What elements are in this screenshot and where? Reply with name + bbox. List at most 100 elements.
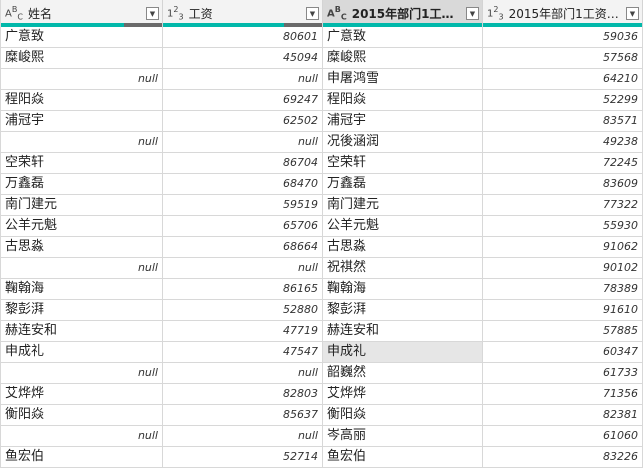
table-cell[interactable]: 南门建元: [323, 195, 483, 215]
table-cell[interactable]: 82803: [163, 384, 323, 404]
table-cell[interactable]: 申屠鸿雪: [323, 69, 483, 89]
table-cell[interactable]: 61060: [483, 426, 643, 446]
table-cell[interactable]: 60347: [483, 342, 643, 362]
filter-dropdown-icon[interactable]: ▼: [466, 7, 479, 20]
table-cell[interactable]: 祝祺然: [323, 258, 483, 278]
table-cell[interactable]: 空荣轩: [0, 153, 163, 173]
table-cell[interactable]: 艾烨烨: [323, 384, 483, 404]
table-cell[interactable]: 程阳焱: [0, 90, 163, 110]
table-cell[interactable]: 47547: [163, 342, 323, 362]
table-cell[interactable]: 52299: [483, 90, 643, 110]
table-cell[interactable]: 52714: [163, 447, 323, 467]
table-cell[interactable]: 80601: [163, 27, 323, 47]
table-cell[interactable]: 78389: [483, 279, 643, 299]
table-cell[interactable]: 鱼宏伯: [0, 447, 163, 467]
column-header[interactable]: ABC 姓名 ▼: [0, 0, 163, 27]
table-cell[interactable]: 83609: [483, 174, 643, 194]
table-cell[interactable]: 黎彭湃: [0, 300, 163, 320]
table-cell[interactable]: 85637: [163, 405, 323, 425]
table-cell[interactable]: null: [163, 258, 323, 278]
table-cell[interactable]: 赫连安和: [323, 321, 483, 341]
table-cell[interactable]: 申成礼: [323, 342, 483, 362]
table-cell[interactable]: 申成礼: [0, 342, 163, 362]
column-header[interactable]: 123 工资 ▼: [163, 0, 323, 27]
table-cell[interactable]: 68470: [163, 174, 323, 194]
table-cell[interactable]: 艾烨烨: [0, 384, 163, 404]
table-cell[interactable]: null: [0, 426, 163, 446]
table-cell[interactable]: 86704: [163, 153, 323, 173]
table-cell[interactable]: 86165: [163, 279, 323, 299]
column-header[interactable]: 123 2015年部门1工资表... ▼: [483, 0, 643, 27]
table-cell[interactable]: 糜峻熙: [323, 48, 483, 68]
column-title: 姓名: [27, 7, 52, 21]
table-cell[interactable]: 57568: [483, 48, 643, 68]
table-cell[interactable]: null: [0, 132, 163, 152]
filter-dropdown-icon[interactable]: ▼: [306, 7, 319, 20]
table-cell[interactable]: null: [163, 132, 323, 152]
table-cell[interactable]: 空荣轩: [323, 153, 483, 173]
table-cell[interactable]: 万鑫磊: [323, 174, 483, 194]
table-cell[interactable]: 鞠翰海: [323, 279, 483, 299]
table-cell[interactable]: 南门建元: [0, 195, 163, 215]
table-cell[interactable]: 68664: [163, 237, 323, 257]
text-type-icon[interactable]: ABC: [5, 5, 23, 22]
table-cell[interactable]: 62502: [163, 111, 323, 131]
table-cell[interactable]: 59036: [483, 27, 643, 47]
table-cell[interactable]: 91062: [483, 237, 643, 257]
column-header[interactable]: ABC 2015年部门1工资表...▼: [323, 0, 483, 27]
table-cell[interactable]: 91610: [483, 300, 643, 320]
table-cell[interactable]: 65706: [163, 216, 323, 236]
table-cell[interactable]: 鞠翰海: [0, 279, 163, 299]
table-cell[interactable]: 黎彭湃: [323, 300, 483, 320]
table-cell[interactable]: 90102: [483, 258, 643, 278]
table-cell[interactable]: 万鑫磊: [0, 174, 163, 194]
table-row: 糜峻熙 45094 糜峻熙 57568: [0, 48, 643, 69]
table-cell[interactable]: null: [163, 426, 323, 446]
table-cell[interactable]: 77322: [483, 195, 643, 215]
table-cell[interactable]: 鱼宏伯: [323, 447, 483, 467]
filter-dropdown-icon[interactable]: ▼: [146, 7, 159, 20]
table-cell[interactable]: 古思淼: [323, 237, 483, 257]
text-type-icon[interactable]: ABC: [327, 5, 347, 22]
table-cell[interactable]: 浦冠宇: [323, 111, 483, 131]
table-cell[interactable]: 57885: [483, 321, 643, 341]
table-cell[interactable]: 程阳焱: [323, 90, 483, 110]
quality-error-segment: [124, 23, 162, 27]
table-cell[interactable]: 公羊元魁: [323, 216, 483, 236]
table-cell[interactable]: null: [0, 363, 163, 383]
table-cell[interactable]: 59519: [163, 195, 323, 215]
table-cell[interactable]: 浦冠宇: [0, 111, 163, 131]
table-cell[interactable]: 广意致: [0, 27, 163, 47]
table-cell[interactable]: null: [0, 69, 163, 89]
table-cell[interactable]: 况後涵润: [323, 132, 483, 152]
table-cell[interactable]: 83226: [483, 447, 643, 467]
table-cell[interactable]: 古思淼: [0, 237, 163, 257]
table-cell[interactable]: 61733: [483, 363, 643, 383]
table-cell[interactable]: 83571: [483, 111, 643, 131]
table-cell[interactable]: 韶巍然: [323, 363, 483, 383]
table-cell[interactable]: 52880: [163, 300, 323, 320]
table-cell[interactable]: 72245: [483, 153, 643, 173]
number-type-icon[interactable]: 123: [167, 5, 184, 22]
table-cell[interactable]: null: [163, 363, 323, 383]
table-cell[interactable]: 71356: [483, 384, 643, 404]
table-row: null null 岑高丽 61060: [0, 426, 643, 447]
table-cell[interactable]: 64210: [483, 69, 643, 89]
table-cell[interactable]: 衡阳焱: [323, 405, 483, 425]
table-cell[interactable]: 49238: [483, 132, 643, 152]
table-cell[interactable]: 47719: [163, 321, 323, 341]
table-cell[interactable]: 衡阳焱: [0, 405, 163, 425]
table-cell[interactable]: null: [0, 258, 163, 278]
table-cell[interactable]: 45094: [163, 48, 323, 68]
table-cell[interactable]: null: [163, 69, 323, 89]
number-type-icon[interactable]: 123: [487, 5, 504, 22]
table-cell[interactable]: 公羊元魁: [0, 216, 163, 236]
table-cell[interactable]: 69247: [163, 90, 323, 110]
table-cell[interactable]: 82381: [483, 405, 643, 425]
table-cell[interactable]: 赫连安和: [0, 321, 163, 341]
table-cell[interactable]: 广意致: [323, 27, 483, 47]
table-cell[interactable]: 糜峻熙: [0, 48, 163, 68]
table-cell[interactable]: 岑高丽: [323, 426, 483, 446]
table-cell[interactable]: 55930: [483, 216, 643, 236]
filter-dropdown-icon[interactable]: ▼: [626, 7, 639, 20]
